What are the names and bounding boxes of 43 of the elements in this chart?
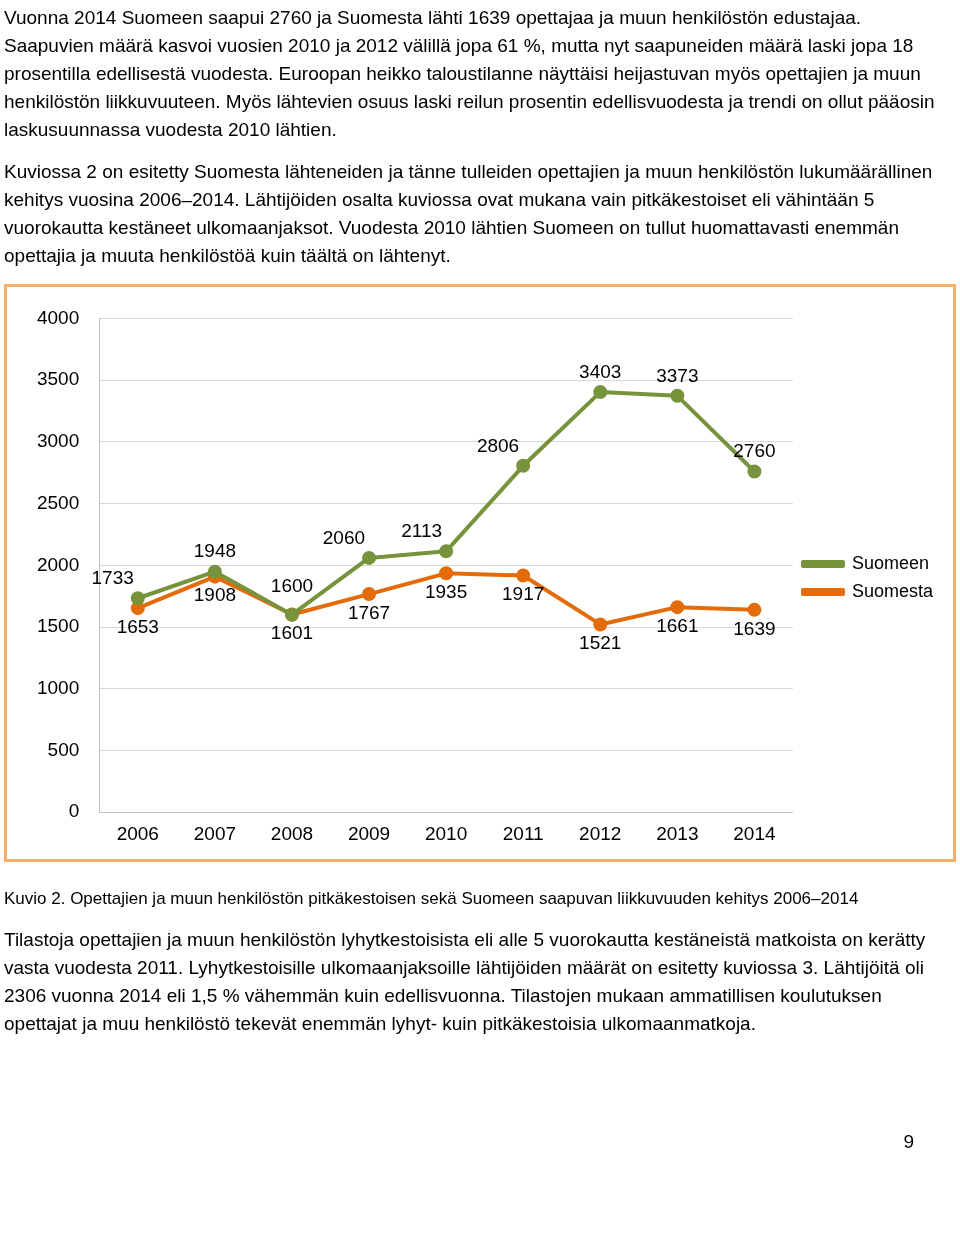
y-tick-label: 1500	[36, 615, 80, 637]
data-label: 1733	[91, 567, 134, 588]
data-label: 1917	[502, 583, 545, 605]
data-label: 1521	[579, 632, 622, 654]
data-label: 2806	[476, 434, 520, 456]
y-tick-label: 2000	[36, 553, 80, 575]
data-label: 1639	[733, 617, 776, 639]
x-tick-label: 2012	[579, 822, 622, 844]
data-label: 3373	[656, 364, 699, 386]
x-tick-label: 2010	[424, 822, 468, 844]
legend-label: Suomeen	[851, 552, 930, 573]
data-label: 2060	[322, 526, 366, 548]
data-label: 1948	[193, 540, 237, 562]
legend-label: Suomesta	[851, 580, 934, 601]
data-label: 1767	[347, 601, 391, 623]
y-tick-label: 500	[47, 738, 80, 760]
data-label: 2760	[733, 440, 776, 462]
y-tick-label: 0	[68, 800, 80, 822]
data-label: 2113	[401, 520, 443, 542]
data-label: 3403	[579, 360, 622, 382]
y-tick-label: 2500	[36, 491, 80, 513]
text: Kuvio 2. Opettajien ja muun henkilöstön pitkäkestoisen sekä Suomeen saapuvan liikkuvuuden kehitys 2006–2014	[4, 888, 860, 910]
x-tick-label: 2013	[656, 822, 699, 844]
x-tick-label: 2011	[502, 822, 544, 844]
x-tick-label: 2014	[733, 822, 776, 844]
y-tick-label: 1000	[36, 676, 80, 698]
data-label: 1908	[193, 584, 237, 606]
y-tick-label: 3500	[36, 368, 80, 390]
x-tick-label: 2007	[193, 822, 237, 844]
data-label: 1935	[424, 581, 468, 603]
x-tick-label: 2009	[347, 822, 391, 844]
x-tick-label: 2006	[116, 822, 159, 844]
y-tick-label: 3000	[36, 430, 80, 452]
data-label: 1601	[270, 622, 314, 644]
text: Tilastoja opettajien ja muun henkilöstön lyhytkestoisista eli alle 5 vuorokautta kestäneistä matkoista on kerätty vasta vuodesta 2011. Lyhytkestoisille ulkomaanjaksoille lähtijöiden määrät on esitetty kuviossa 3. Lähtijöitä oli 2306 vuonna 2014 eli 1,5 % vähemmän kuin edellisvuonna. Tilastojen mukaan ammatillisen koulutuksen opettajat ja muu henkilöstö tekevät enemmän lyhyt- kuin pitkäkestoisia ulkomaanmatkoja.	[4, 928, 927, 1036]
y-tick-label: 4000	[36, 306, 80, 328]
text: Kuviossa 2 on esitetty Suomesta lähteneiden ja tänne tulleiden opettajien ja muun henkilöstön lukumäärällinen kehitys vuosina 2006–2014. Lähtijöiden osalta kuviossa ovat mukana vain pitkäkestoiset eli vähintään 5 vuorokautta kestäneet ulkomaanjaksot. Vuodesta 2010 lähtien Suomeen on tullut huomattavasti enemmän opettajia ja muuta henkilöstöä kuin täältä on lähtenyt.	[4, 160, 934, 268]
x-tick-label: 2008	[270, 822, 314, 844]
data-label: 1653	[116, 615, 159, 637]
text: Vuonna 2014 Suomeen saapui 2760 ja Suomesta lähti 1639 opettajaa ja muun henkilöstön edustajaa. Saapuvien määrä kasvoi vuosien 2010 ja 2012 välillä jopa 61 %, mutta nyt saapuneiden määrä laski jopa 18 prosentilla edellisestä vuodesta. Euroopan heikko taloustilanne näyttäisi heijastuvan myös opettajien ja muun henkilöstön liikkuvuuteen. Myös lähtevien osuus laski reilun prosentin edellisvuodesta ja trendi on ollut pääosin laskusuunnassa vuodesta 2010 lähtien.	[4, 6, 936, 142]
data-label: 1600	[270, 575, 314, 597]
data-label: 1661	[656, 614, 699, 636]
text: 9	[902, 1130, 915, 1154]
